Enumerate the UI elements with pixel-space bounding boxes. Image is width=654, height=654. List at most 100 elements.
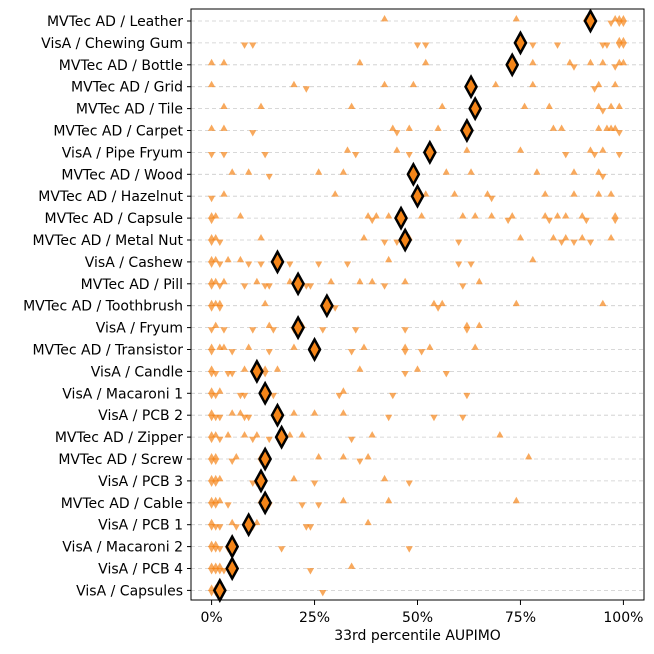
y-tick-label: VisA / Macaroni 1 bbox=[62, 386, 183, 402]
median-diamond bbox=[270, 249, 285, 275]
point-triangle-down bbox=[286, 261, 294, 268]
point-triangle-down bbox=[315, 502, 323, 509]
point-triangle-up bbox=[290, 80, 298, 88]
point-triangle-down bbox=[212, 480, 220, 487]
point-triangle-up bbox=[380, 15, 389, 22]
point-triangle-down bbox=[207, 217, 216, 225]
point-triangle-up bbox=[245, 168, 253, 175]
y-tick-label: MVTec AD / Tile bbox=[76, 102, 183, 118]
point-triangle-down bbox=[455, 261, 463, 268]
y-tick-label: MVTec AD / Carpet bbox=[53, 124, 183, 140]
point-triangle-up bbox=[385, 496, 393, 504]
y-tick-label: VisA / Fryum bbox=[96, 321, 183, 337]
point-triangle-up bbox=[393, 146, 401, 153]
point-triangle-down bbox=[257, 261, 265, 268]
point-triangle-up bbox=[339, 453, 347, 460]
point-triangle-up bbox=[220, 102, 228, 109]
point-triangle-down bbox=[442, 371, 450, 378]
point-triangle-down bbox=[212, 502, 220, 509]
point-triangle-down bbox=[232, 524, 240, 531]
point-triangle-up bbox=[212, 453, 220, 460]
point-triangle-up bbox=[430, 299, 438, 307]
point-triangle-up bbox=[207, 518, 216, 526]
point-triangle-up bbox=[224, 431, 232, 438]
point-triangle-down bbox=[298, 502, 306, 509]
point-triangle-down bbox=[265, 173, 273, 181]
y-tick-label: MVTec AD / Leather bbox=[47, 14, 183, 30]
point-triangle-up bbox=[216, 299, 224, 307]
point-triangle-down bbox=[401, 371, 409, 378]
point-triangle-up bbox=[315, 168, 323, 175]
point-triangle-up bbox=[207, 387, 216, 394]
point-triangle-up bbox=[216, 387, 224, 394]
point-triangle-up bbox=[405, 124, 413, 131]
median-diamond bbox=[406, 161, 421, 187]
point-triangle-down bbox=[228, 349, 236, 356]
point-triangle-down bbox=[216, 524, 224, 531]
point-triangle-up bbox=[570, 190, 578, 197]
point-triangle-down bbox=[249, 130, 257, 137]
point-triangle-up bbox=[298, 431, 306, 438]
point-triangle-up bbox=[525, 453, 533, 460]
point-triangle-down bbox=[459, 283, 467, 290]
point-triangle-up bbox=[512, 496, 520, 504]
y-tick-label: MVTec AD / Cable bbox=[61, 496, 183, 512]
point-triangle-up bbox=[471, 343, 479, 350]
point-triangle-down bbox=[348, 436, 356, 444]
point-triangle-up bbox=[327, 277, 335, 285]
point-triangle-up bbox=[512, 299, 520, 307]
point-triangle-up bbox=[236, 212, 245, 219]
median-diamond bbox=[249, 358, 264, 384]
point-triangle-down bbox=[310, 480, 319, 487]
median-diamond bbox=[505, 52, 520, 78]
point-triangle-up bbox=[364, 212, 372, 219]
point-triangle-up bbox=[290, 343, 298, 350]
point-triangle-down bbox=[418, 349, 426, 356]
point-triangle-up bbox=[224, 255, 232, 263]
point-triangle-up bbox=[516, 146, 525, 153]
point-triangle-up bbox=[586, 146, 595, 153]
point-triangle-up bbox=[245, 343, 253, 350]
point-triangle-up bbox=[273, 365, 282, 372]
point-triangle-down bbox=[220, 568, 228, 575]
point-triangle-down bbox=[212, 371, 220, 378]
point-triangle-up bbox=[216, 562, 224, 569]
point-triangle-up bbox=[483, 190, 492, 197]
point-triangle-down bbox=[261, 371, 269, 378]
median-diamond bbox=[258, 380, 273, 406]
point-triangle-up bbox=[595, 190, 603, 197]
point-triangle-up bbox=[207, 124, 216, 131]
point-triangle-up bbox=[331, 190, 339, 197]
point-triangle-down bbox=[278, 546, 286, 553]
median-diamond bbox=[513, 30, 528, 56]
point-triangle-up bbox=[290, 474, 298, 482]
point-triangle-up bbox=[220, 124, 228, 131]
point-triangle-up bbox=[257, 102, 265, 109]
point-triangle-down bbox=[265, 436, 273, 444]
point-triangle-down bbox=[553, 42, 562, 49]
point-triangle-up bbox=[549, 124, 557, 131]
median-diamond bbox=[291, 315, 305, 341]
median-diamond bbox=[468, 96, 483, 122]
point-triangle-up bbox=[520, 102, 529, 109]
point-triangle-up bbox=[212, 234, 220, 241]
y-tick-label: MVTec AD / Hazelnut bbox=[38, 189, 183, 205]
point-triangle-down bbox=[249, 327, 257, 334]
point-triangle-up bbox=[364, 453, 372, 460]
point-triangle-up bbox=[401, 343, 409, 350]
point-triangle-up bbox=[385, 212, 393, 219]
point-triangle-up bbox=[220, 190, 228, 197]
point-triangle-up bbox=[389, 124, 397, 131]
median-diamond bbox=[225, 534, 240, 560]
point-triangle-up bbox=[216, 474, 224, 482]
median-diamond bbox=[410, 183, 425, 209]
point-triangle-up bbox=[549, 234, 557, 241]
point-triangle-down bbox=[240, 392, 249, 400]
y-tick-label: MVTec AD / Wood bbox=[61, 167, 183, 183]
y-axis: MVTec AD / Leather VisA / Chewing Gum MVTe… bbox=[23, 14, 191, 599]
point-triangle-up bbox=[558, 124, 566, 131]
y-tick-label: MVTec AD / Grid bbox=[71, 80, 183, 96]
median-diamond bbox=[258, 490, 273, 516]
x-tick-label: 75% bbox=[505, 610, 536, 626]
